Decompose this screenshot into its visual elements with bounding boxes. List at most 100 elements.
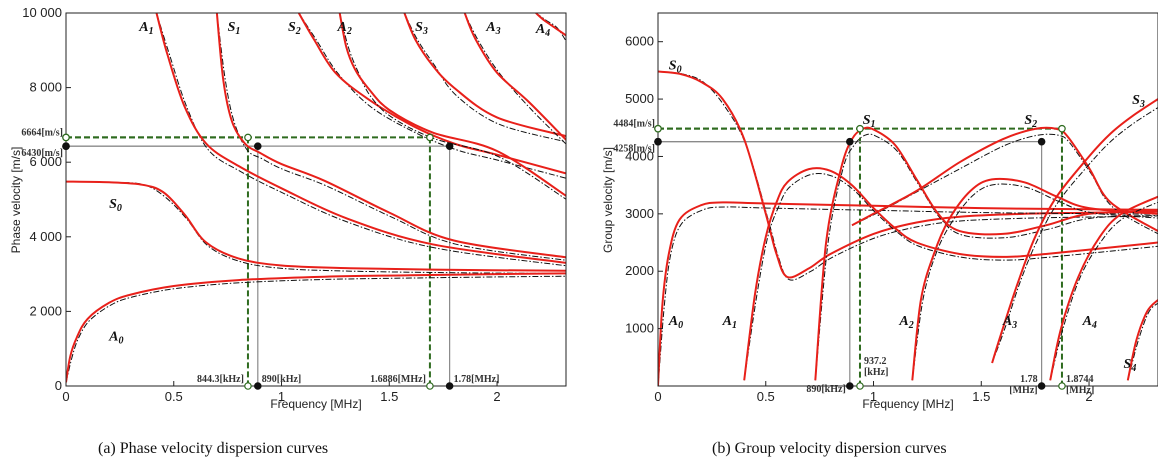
y-tick-label: 8 000	[29, 80, 62, 95]
velocity-annotation: 4258[m/s]	[613, 144, 655, 155]
model-curve-s0	[658, 70, 1158, 279]
model-curve-a0	[66, 272, 566, 383]
guide-foot-point	[1058, 382, 1066, 390]
y-tick-label: 6 000	[29, 154, 62, 169]
y-tick-label: 4000	[625, 148, 654, 163]
phase-velocity-plot: 0 0.5 1 1.5 2 0 2 000 4 000 6 000 8 000 10 000 A1 S…	[9, 5, 567, 411]
reference-curve-s4	[1127, 302, 1158, 381]
reference-curve-s1	[814, 133, 1158, 381]
frequency-annotation: [kHz]	[864, 367, 888, 378]
model-curve-a3	[463, 13, 566, 141]
guide-point	[254, 142, 262, 150]
frequency-annotation: 1.6886[MHz]	[370, 374, 426, 385]
model-curve-a1	[743, 167, 1158, 381]
mode-label-a1: A1	[722, 314, 737, 331]
guide-point	[244, 133, 252, 142]
reference-curve-a1	[156, 13, 566, 267]
mode-label-a2: A2	[337, 20, 352, 37]
mode-label-s2: S2	[288, 20, 301, 37]
frequency-annotation: 890[kHz]	[806, 384, 845, 395]
group-x-axis-label: Frequency [MHz]	[862, 397, 953, 411]
model-curve-s0	[66, 180, 566, 272]
y-tick-label: 6000	[625, 34, 654, 49]
model-curve-s2	[851, 126, 1158, 232]
x-tick-label: 1.5	[380, 389, 398, 404]
reference-curve-a3	[991, 106, 1158, 364]
phase-y-axis-label: Phase velocity [m/s]	[9, 147, 23, 254]
model-curve-a2	[338, 13, 566, 197]
y-tick-label: 3000	[625, 206, 654, 221]
guide-point	[1037, 137, 1046, 146]
mode-label-a0: A0	[108, 330, 123, 347]
reference-curve-a4	[1049, 201, 1158, 381]
model-curve-a1	[155, 13, 566, 264]
model-curve-s4	[1126, 299, 1158, 381]
mode-label-s4: S4	[1124, 357, 1137, 374]
velocity-annotation: 6664[m/s]	[21, 127, 63, 138]
velocity-annotation: 6430[m/s]	[21, 148, 63, 159]
y-tick-label: 2 000	[29, 303, 62, 318]
phase-x-axis-label: Frequency [MHz]	[270, 397, 361, 411]
x-tick-label: 0.5	[165, 389, 183, 404]
group-velocity-chart: 0 0.5 1 1.5 2 1000 2000 3000 4000 5000 6000 S0 S1 S2…	[596, 0, 1158, 430]
y-tick-label: 0	[55, 378, 62, 393]
reference-curve-s0	[66, 181, 566, 275]
mode-label-s1: S1	[228, 20, 241, 37]
frequency-annotation: 1.8744	[1066, 374, 1094, 385]
frequency-annotation: [MHz]	[1066, 385, 1094, 396]
reference-curve-s2	[298, 13, 566, 179]
y-tick-label: 10 000	[22, 5, 62, 20]
x-tick-label: 0.5	[757, 389, 775, 404]
frequency-annotation: 937.2	[864, 356, 887, 367]
x-tick-label: 1	[278, 389, 285, 404]
x-tick-label: 1	[870, 389, 877, 404]
guide-foot-point	[254, 382, 262, 390]
reference-curve-a0	[658, 206, 1158, 386]
reference-curve-s0	[658, 71, 1158, 281]
guide-foot-point	[856, 382, 864, 390]
guide-axis-point	[62, 133, 70, 142]
caption-a: (a) Phase velocity dispersion curves	[98, 440, 329, 457]
mode-label-s0: S0	[669, 59, 682, 76]
model-curve-s3	[403, 13, 566, 138]
mode-label-a4: A4	[1082, 314, 1097, 331]
guide-foot-point	[1037, 382, 1046, 390]
y-tick-label: 4 000	[29, 229, 62, 244]
guide-point	[846, 137, 854, 146]
frequency-annotation: 1.78[MHz]	[454, 374, 500, 385]
model-curve-a3	[991, 98, 1158, 364]
model-curve-a2	[911, 177, 1158, 381]
phase-velocity-chart: 0 0.5 1 1.5 2 0 2 000 4 000 6 000 8 000 10 000 A1 S…	[0, 0, 590, 430]
x-tick-label: 1.5	[972, 389, 990, 404]
caption-b: (b) Group velocity dispersion curves	[712, 440, 947, 457]
mode-label-a1: A1	[138, 20, 153, 37]
model-curve-a4	[535, 13, 566, 37]
phase-plot-frame	[65, 12, 567, 387]
mode-label-s3: S3	[415, 20, 428, 37]
guide-point	[445, 142, 454, 150]
guide-point	[1058, 124, 1066, 133]
group-velocity-plot: 0 0.5 1 1.5 2 1000 2000 3000 4000 5000 6000 S0 S1 S2…	[601, 12, 1158, 411]
model-curve-s1	[215, 13, 566, 259]
x-tick-label: 0	[62, 389, 69, 404]
mode-label-a4: A4	[535, 22, 550, 39]
reference-curve-a0	[66, 275, 566, 383]
guide-foot-point	[426, 382, 434, 390]
group-y-axis-label: Group velocity [m/s]	[601, 147, 615, 253]
mode-label-a0: A0	[668, 314, 683, 331]
guide-point	[856, 124, 864, 133]
frequency-annotation: 1.78	[1020, 374, 1038, 385]
x-tick-label: 2	[1085, 389, 1092, 404]
guide-foot-point	[244, 382, 252, 390]
frequency-annotation: [MHz]	[1009, 385, 1037, 396]
guide-foot-point	[445, 382, 454, 390]
frequency-annotation: 844.3[kHz]	[197, 374, 244, 385]
reference-curve-a2	[339, 13, 566, 200]
reference-curve-a2	[911, 183, 1158, 381]
mode-label-s3: S3	[1132, 93, 1145, 110]
guide-axis-point	[654, 137, 662, 146]
mode-label-a3: A3	[485, 20, 500, 37]
mode-label-a2: A2	[898, 314, 913, 331]
reference-curve-a3	[464, 13, 566, 145]
mode-label-s0: S0	[109, 197, 122, 214]
